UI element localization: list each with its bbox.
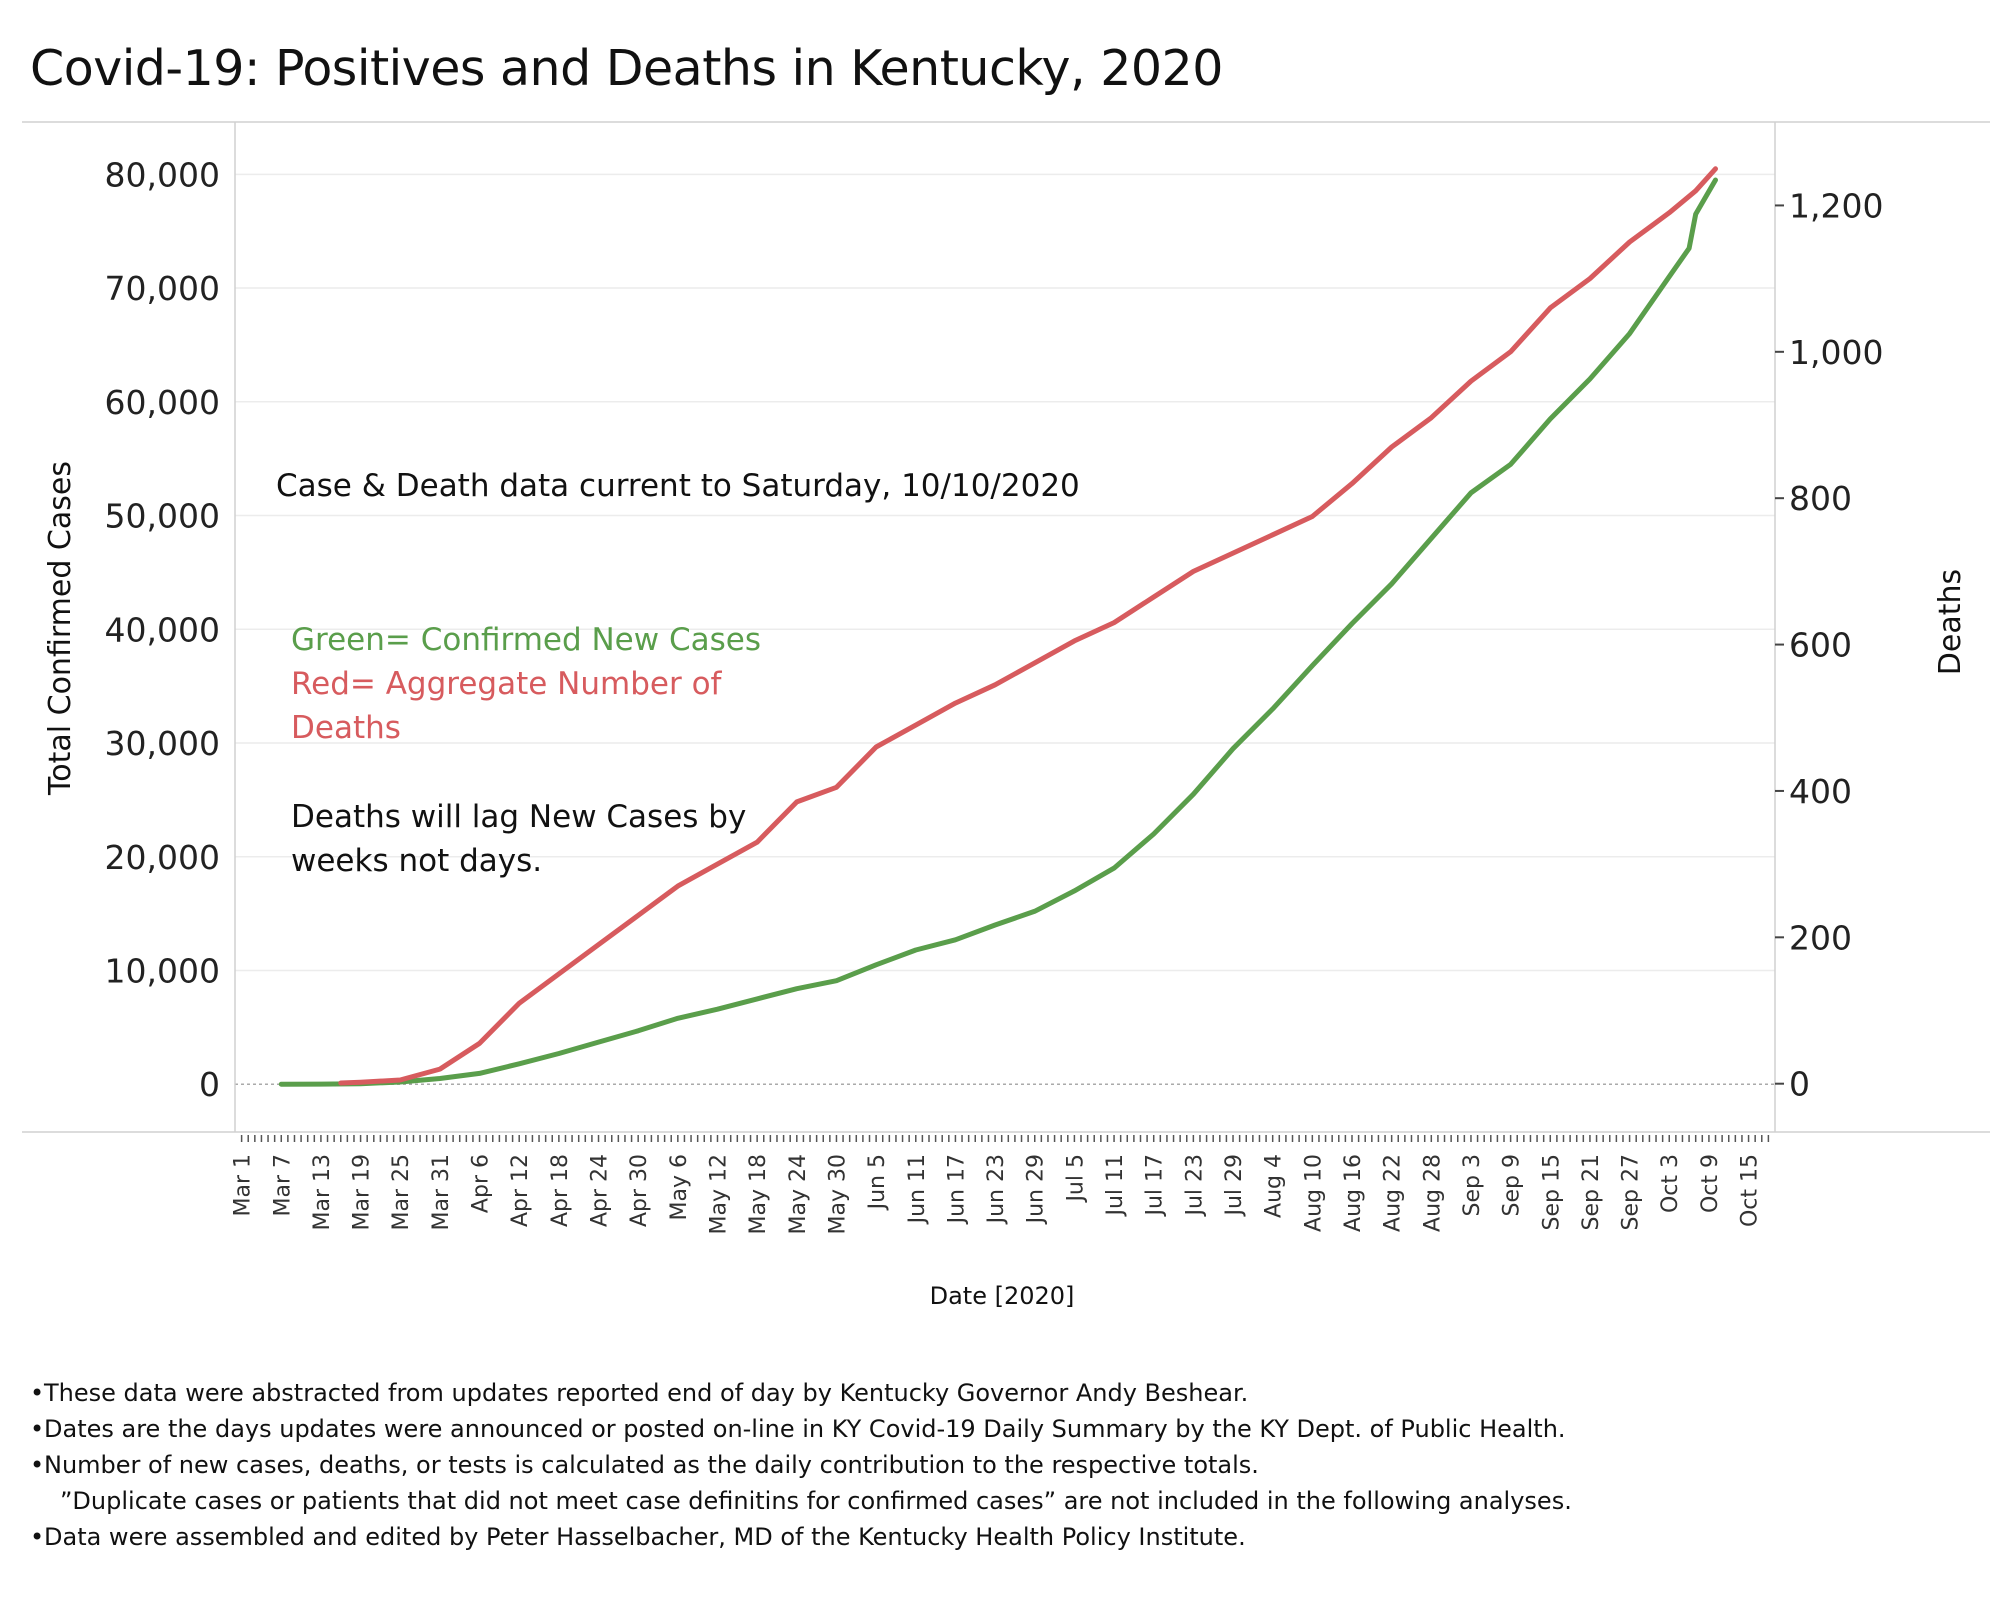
footnote-item: •Dates are the days updates were announc… <box>30 1411 1572 1447</box>
y-tick-label: 70,000 <box>105 269 220 308</box>
y2-tick-label: 400 <box>1789 772 1852 811</box>
y2-axis-title: Deaths <box>1933 569 1968 675</box>
y-tick-label: 20,000 <box>105 838 220 877</box>
y2-tick-label: 800 <box>1789 479 1852 518</box>
bullet-icon: • <box>30 1451 45 1479</box>
legend-red-label-line1: Red= Aggregate Number of <box>291 666 723 702</box>
legend-green-label: Green= Confirmed New Cases <box>291 622 761 658</box>
x-tick-label: Mar 31 <box>429 1154 454 1231</box>
y-tick-label: 0 <box>199 1065 220 1104</box>
y-tick-label: 40,000 <box>105 610 220 649</box>
y-axis-right: 0 200 400 600 800 1,000 1,200 <box>1775 186 1883 1104</box>
x-tick-label: Oct 15 <box>1738 1154 1763 1227</box>
chart: 0 10,000 20,000 30,000 40,000 50,000 60,000 70,… <box>22 121 1990 1310</box>
x-tick-label: Aug 16 <box>1341 1154 1366 1232</box>
x-tick-label: Mar 19 <box>350 1154 375 1231</box>
footnote-item: •Data were assembled and edited by Peter… <box>30 1519 1572 1555</box>
x-tick-label: May 6 <box>667 1154 692 1220</box>
x-tick-label: Aug 10 <box>1301 1154 1326 1232</box>
y-tick-label: 60,000 <box>105 383 220 422</box>
deaths-line <box>338 166 1718 1086</box>
series-lines <box>278 166 1718 1087</box>
cases-line <box>278 177 1718 1087</box>
x-axis-title: Date [2020] <box>930 1282 1075 1310</box>
footnote-item: •These data were abstracted from updates… <box>30 1375 1572 1411</box>
x-tick-label: Jul 29 <box>1222 1154 1247 1218</box>
bullet-icon: • <box>30 1415 45 1443</box>
y-tick-label: 80,000 <box>105 155 220 194</box>
legend-red-label-line2: Deaths <box>291 710 401 746</box>
x-tick-label: Jul 17 <box>1143 1154 1168 1218</box>
x-tick-label: Jul 5 <box>1063 1154 1088 1204</box>
x-tick-label: Sep 21 <box>1579 1154 1604 1230</box>
footnote-item: •Number of new cases, deaths, or tests i… <box>30 1447 1572 1483</box>
chart-title: Covid-19: Positives and Deaths in Kentuc… <box>30 40 1223 97</box>
y-tick-label: 50,000 <box>105 497 220 536</box>
x-tick-label: Oct 3 <box>1658 1154 1683 1213</box>
x-tick-label: Jun 29 <box>1024 1154 1049 1225</box>
y2-tick-label: 0 <box>1789 1065 1810 1104</box>
x-tick-label: Sep 27 <box>1619 1154 1644 1230</box>
y2-tick-label: 1,000 <box>1789 333 1883 372</box>
lag-note-line1: Deaths will lag New Cases by <box>291 799 746 835</box>
x-tick-label: Aug 22 <box>1381 1154 1406 1232</box>
y-tick-label: 10,000 <box>105 951 220 990</box>
chart-frame <box>22 121 1990 1133</box>
data-current-note: Case & Death data current to Saturday, 1… <box>276 468 1080 504</box>
y2-tick-label: 600 <box>1789 626 1852 665</box>
x-tick-label: Jun 17 <box>944 1154 969 1225</box>
x-tick-label: Apr 12 <box>508 1154 533 1227</box>
y-tick-label: 30,000 <box>105 724 220 763</box>
x-tick-label: May 24 <box>786 1154 811 1234</box>
lag-note-line2: weeks not days. <box>291 843 542 879</box>
x-tick-label: Apr 18 <box>548 1154 573 1227</box>
x-tick-label: Sep 3 <box>1460 1154 1485 1216</box>
x-tick-label: Apr 6 <box>469 1154 494 1213</box>
x-tick-label: Sep 15 <box>1539 1154 1564 1230</box>
x-tick-label: Mar 13 <box>310 1154 335 1231</box>
x-tick-label: Mar 1 <box>231 1154 256 1217</box>
x-tick-label: May 18 <box>746 1154 771 1234</box>
x-tick-label: May 30 <box>825 1154 850 1234</box>
x-tick-label: Aug 4 <box>1262 1154 1287 1218</box>
x-tick-label: Oct 9 <box>1698 1154 1723 1213</box>
bullet-icon: • <box>30 1523 45 1551</box>
x-tick-label: May 12 <box>706 1154 731 1234</box>
x-tick-label: Jun 23 <box>984 1154 1009 1225</box>
footnote-item-continued: ”Duplicate cases or patients that did no… <box>60 1487 1572 1515</box>
x-tick-label: Jul 23 <box>1182 1154 1207 1218</box>
bullet-icon: • <box>30 1379 45 1407</box>
y2-tick-label: 200 <box>1789 918 1852 957</box>
x-axis: Mar 1 Mar 7 Mar 13 Mar 19 Mar 25 Mar 31 Apr 6 A… <box>231 1135 1770 1234</box>
x-tick-label: Jun 5 <box>865 1154 890 1211</box>
x-tick-label: Sep 9 <box>1500 1154 1525 1216</box>
x-tick-label: Aug 28 <box>1420 1154 1445 1232</box>
x-tick-label: Apr 24 <box>588 1154 613 1227</box>
x-tick-label: Jun 11 <box>905 1154 930 1225</box>
x-tick-label: Mar 25 <box>389 1154 414 1231</box>
x-tick-label: Apr 30 <box>627 1154 652 1227</box>
y-axis-left: 0 10,000 20,000 30,000 40,000 50,000 60,000 70,… <box>105 155 220 1104</box>
x-tick-label: Jul 11 <box>1103 1154 1128 1218</box>
x-tick-label: Mar 7 <box>270 1154 295 1217</box>
footnotes: •These data were abstracted from updates… <box>30 1375 1572 1555</box>
y2-tick-label: 1,200 <box>1789 186 1883 225</box>
gridlines <box>235 173 1775 1085</box>
y-axis-title: Total Confirmed Cases <box>43 461 78 796</box>
